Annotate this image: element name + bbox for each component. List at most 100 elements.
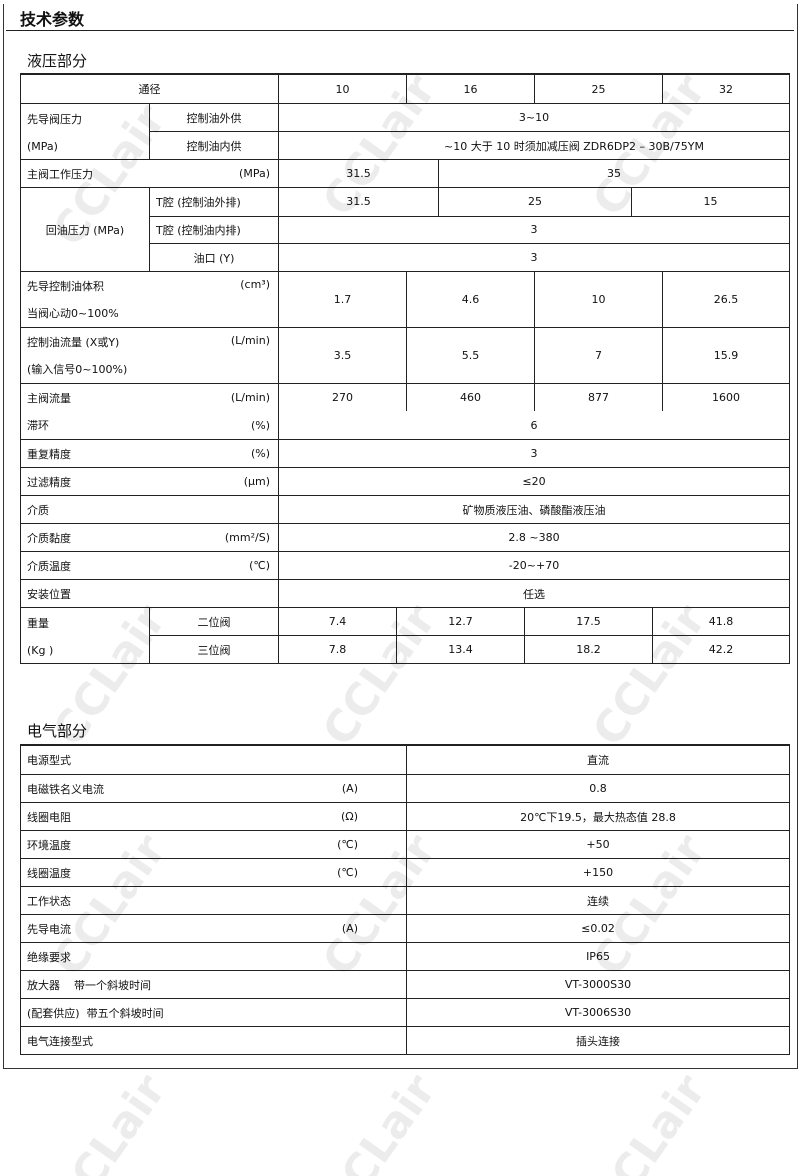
unit-text: (Kg )	[27, 643, 54, 657]
t-external-value: 25	[438, 188, 631, 216]
weight-value: 7.4	[278, 608, 396, 636]
control-flow-label: 控制油流量 (X或Y) (L/min) (输入信号0~100%)	[21, 328, 278, 383]
table-row-weight: 重量 (Kg ) 二位阀 7.4 12.7 17.5 41.8 三位阀 7.8 13.4 18…	[21, 607, 789, 663]
table-row: 过滤精度 (μm) ≤20	[21, 467, 789, 495]
weight-value: 18.2	[524, 636, 652, 663]
unit-text: (A)	[341, 922, 358, 935]
label-text: 先导控制油体积	[27, 279, 104, 293]
unit-text: (A)	[341, 782, 358, 795]
unit-text: (MPa)	[239, 167, 270, 180]
label-text: 介质黏度	[27, 531, 71, 545]
weight-value: 42.2	[652, 636, 789, 663]
row-label: 介质温度 (℃)	[21, 552, 278, 579]
row-value: ≤0.02	[406, 915, 789, 942]
port-y-label: 油口 (Y)	[193, 251, 235, 265]
size-label: 通径	[138, 83, 161, 96]
main-pressure-label: 主阀工作压力 (MPa)	[21, 160, 278, 187]
table-row: 环境温度 (℃) +50	[21, 830, 789, 858]
table-row: 放大器 带一个斜坡时间 VT-3000S30	[21, 970, 789, 998]
unit-text: (L/min)	[230, 391, 270, 404]
weight-value: 7.8	[278, 636, 396, 663]
table-row: 线圈电阻 (Ω) 20℃下19.5，最大热态值 28.8	[21, 802, 789, 830]
row-value: VT-3000S30	[406, 971, 789, 998]
label-text: 重量	[27, 616, 49, 630]
t-external-value: 31.5	[278, 188, 438, 216]
label-text: 电源型式	[27, 754, 71, 767]
label-text: 主阀工作压力	[27, 167, 93, 181]
three-position-label: 三位阀	[197, 643, 231, 657]
label-text: 线圈电阻	[27, 810, 71, 824]
row-label: (配套供应) 带五个斜坡时间	[21, 999, 406, 1026]
hydraulic-table: 通径 10 16 25 32 先导阀压力 (MPa) 控制油外供 3~10 控制油…	[20, 73, 790, 664]
watermark: CCLair	[583, 1065, 717, 1176]
weight-value: 12.7	[396, 608, 524, 636]
control-flow-value: 15.9	[662, 328, 789, 383]
label-text: 重复精度	[27, 447, 71, 461]
label-text: 放大器 带一个斜坡时间	[27, 978, 151, 992]
row-value: 矿物质液压油、磷酸酯液压油	[278, 496, 789, 523]
label-text: 线圈温度	[27, 866, 71, 880]
label-text: 电磁铁名义电流	[27, 782, 104, 796]
label-text: 先导阀压力	[27, 112, 82, 126]
row-label: 滞环 (%)	[21, 411, 278, 439]
row-value: 任选	[278, 580, 789, 607]
main-pressure-value: 31.5	[278, 160, 438, 187]
table-row-main-pressure: 主阀工作压力 (MPa) 31.5 35	[21, 159, 789, 187]
label-text: 介质温度	[27, 559, 71, 573]
row-label: 重复精度 (%)	[21, 440, 278, 467]
main-flow-value: 877	[534, 384, 662, 411]
internal-supply-value: ~10 大于 10 时须加减压阀 ZDR6DP2 – 30B/75YM	[278, 132, 789, 159]
table-row: 先导电流 (A) ≤0.02	[21, 914, 789, 942]
table-row: 绝缘要求 IP65	[21, 942, 789, 970]
row-label: 介质黏度 (mm²/S)	[21, 524, 278, 551]
row-value: 3	[278, 440, 789, 467]
size-10: 10	[278, 75, 406, 103]
title-divider	[6, 30, 794, 31]
label-text: 安装位置	[27, 587, 71, 601]
row-value: 插头连接	[406, 1027, 789, 1054]
weight-label: 重量 (Kg )	[21, 608, 149, 663]
row-label: 介质	[21, 496, 278, 523]
row-label: 电磁铁名义电流 (A)	[21, 775, 406, 802]
label-text: 先导电流	[27, 922, 71, 936]
table-row: 电磁铁名义电流 (A) 0.8	[21, 774, 789, 802]
external-supply-value: 3~10	[278, 104, 789, 132]
size-16: 16	[406, 75, 534, 103]
label-text: 控制油流量 (X或Y)	[27, 335, 120, 349]
row-value: -20~+70	[278, 552, 789, 579]
pilot-volume-value: 26.5	[662, 272, 789, 327]
row-value: 6	[278, 411, 789, 439]
main-flow-value: 460	[406, 384, 534, 411]
label-text: (配套供应) 带五个斜坡时间	[27, 1006, 164, 1020]
row-value: 2.8 ~380	[278, 524, 789, 551]
row-value: VT-3006S30	[406, 999, 789, 1026]
pilot-volume-value: 1.7	[278, 272, 406, 327]
table-row: 介质 矿物质液压油、磷酸酯液压油	[21, 495, 789, 523]
row-value: 连续	[406, 887, 789, 914]
row-label: 线圈温度 (℃)	[21, 859, 406, 886]
return-pressure-label: 回油压力 (MPa)	[45, 223, 125, 237]
row-label: 绝缘要求	[21, 943, 406, 970]
main-flow-value: 270	[278, 384, 406, 411]
note-text: (输入信号0~100%)	[27, 363, 128, 377]
unit-text: (℃)	[337, 866, 358, 879]
row-label: 工作状态	[21, 887, 406, 914]
table-row: 电源型式 直流	[21, 746, 789, 774]
watermark: CCLair	[43, 1065, 177, 1176]
table-row: 滞环 (%) 6	[21, 411, 789, 439]
pilot-volume-value: 4.6	[406, 272, 534, 327]
row-value: IP65	[406, 943, 789, 970]
table-row-pilot-volume: 先导控制油体积 (cm³) 当阀心动0~100% 1.7 4.6 10 26.5	[21, 271, 789, 327]
unit-text: (mm²/S)	[224, 531, 270, 544]
label-text: 滞环	[27, 419, 49, 432]
label-text: 绝缘要求	[27, 950, 71, 964]
table-row: 介质温度 (℃) -20~+70	[21, 551, 789, 579]
table-row: 电气连接型式 插头连接	[21, 1026, 789, 1054]
pilot-volume-value: 10	[534, 272, 662, 327]
table-row-size: 通径 10 16 25 32	[21, 75, 789, 103]
main-flow-label: 主阀流量 (L/min)	[21, 384, 278, 411]
row-label: 过滤精度 (μm)	[21, 468, 278, 495]
row-label: 电气连接型式	[21, 1027, 406, 1054]
main-flow-value: 1600	[662, 384, 789, 411]
